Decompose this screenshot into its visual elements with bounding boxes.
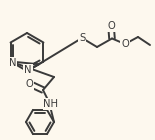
Text: O: O xyxy=(25,79,33,89)
Text: O: O xyxy=(107,21,115,31)
Text: S: S xyxy=(79,33,85,43)
Text: N: N xyxy=(24,65,32,75)
Text: O: O xyxy=(121,39,129,49)
Text: NH: NH xyxy=(44,99,58,109)
Text: N: N xyxy=(9,58,16,67)
